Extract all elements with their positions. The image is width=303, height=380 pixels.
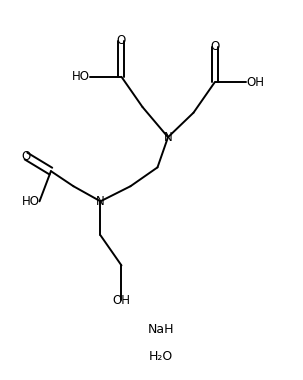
Text: NaH: NaH: [147, 323, 174, 336]
Text: H₂O: H₂O: [148, 350, 173, 363]
Text: O: O: [210, 40, 219, 53]
Text: N: N: [164, 131, 172, 144]
Text: N: N: [96, 195, 105, 208]
Text: O: O: [22, 150, 31, 163]
Text: OH: OH: [246, 76, 264, 89]
Text: HO: HO: [22, 195, 39, 208]
Text: OH: OH: [112, 294, 131, 307]
Text: HO: HO: [72, 70, 90, 83]
Text: O: O: [117, 35, 126, 48]
